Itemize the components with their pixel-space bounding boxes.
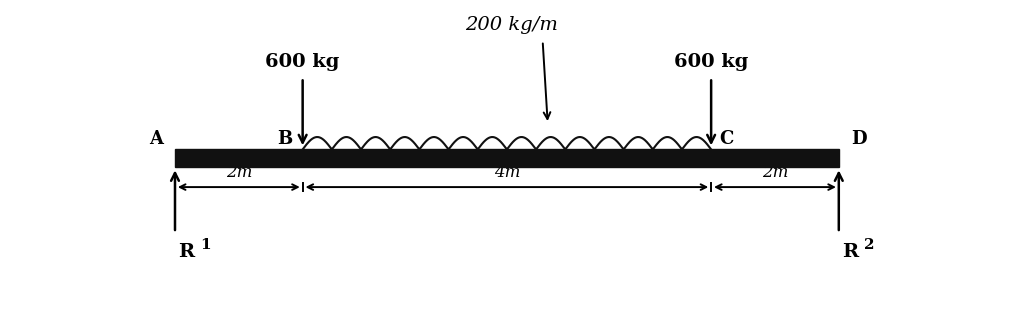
Text: 600 kg: 600 kg: [674, 53, 749, 71]
Text: 600 kg: 600 kg: [265, 53, 340, 71]
Text: R: R: [178, 243, 195, 261]
Text: 2m: 2m: [762, 164, 788, 181]
Text: C: C: [719, 130, 733, 148]
Text: 2m: 2m: [225, 164, 252, 181]
Text: B: B: [278, 130, 293, 148]
Text: 1: 1: [201, 238, 211, 252]
Text: 2: 2: [864, 238, 874, 252]
Text: D: D: [851, 130, 866, 148]
Text: 200 kg/m: 200 kg/m: [466, 16, 558, 34]
Bar: [175, 149, 839, 167]
Text: 4m: 4m: [494, 164, 520, 181]
Text: A: A: [148, 130, 163, 148]
Text: R: R: [842, 243, 858, 261]
